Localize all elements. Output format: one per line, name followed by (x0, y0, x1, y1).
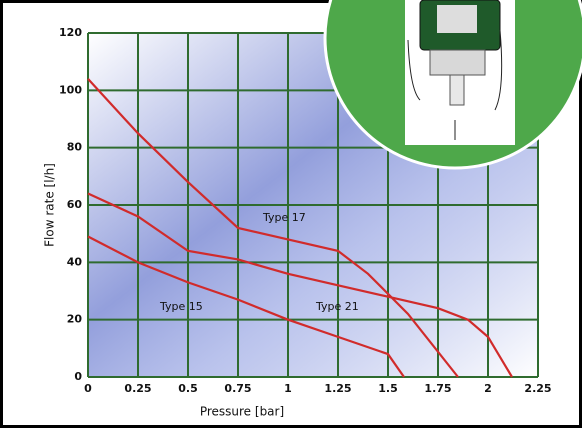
series-label: Type 15 (159, 300, 203, 313)
y-tick-label: 20 (67, 313, 83, 326)
y-tick-label: 120 (59, 26, 82, 39)
product-photo (323, 0, 582, 170)
y-tick-label: 100 (59, 83, 82, 96)
x-tick-label: 1.25 (324, 382, 351, 395)
y-tick-label: 40 (67, 255, 83, 268)
x-tick-label: 1 (284, 382, 292, 395)
series-label: Type 21 (315, 300, 359, 313)
x-tick-label: 2.25 (524, 382, 551, 395)
series-label: Type 17 (262, 211, 306, 224)
x-tick-label: 1.5 (378, 382, 398, 395)
x-tick-label: 2 (484, 382, 492, 395)
x-tick-label: 0.75 (224, 382, 251, 395)
plot: 0 0.25 0.5 0.75 1 1.25 1.5 1.75 2 2.25 0 20 40 60 80 10… (59, 26, 552, 395)
series-line (87, 78, 459, 378)
y-tick-label: 0 (74, 370, 82, 383)
x-tick-label: 1.75 (424, 382, 451, 395)
x-tick-label: 0.5 (178, 382, 198, 395)
x-tick-label: 0.25 (124, 382, 151, 395)
x-axis-label: Pressure [bar] (200, 405, 284, 419)
y-tick-label: 80 (67, 141, 83, 154)
series-line (87, 192, 513, 378)
y-tick-label: 60 (67, 198, 83, 211)
y-axis-label: Flow rate [l/h] (43, 163, 57, 247)
x-tick-label: 0 (84, 382, 92, 395)
series-line (87, 235, 405, 378)
